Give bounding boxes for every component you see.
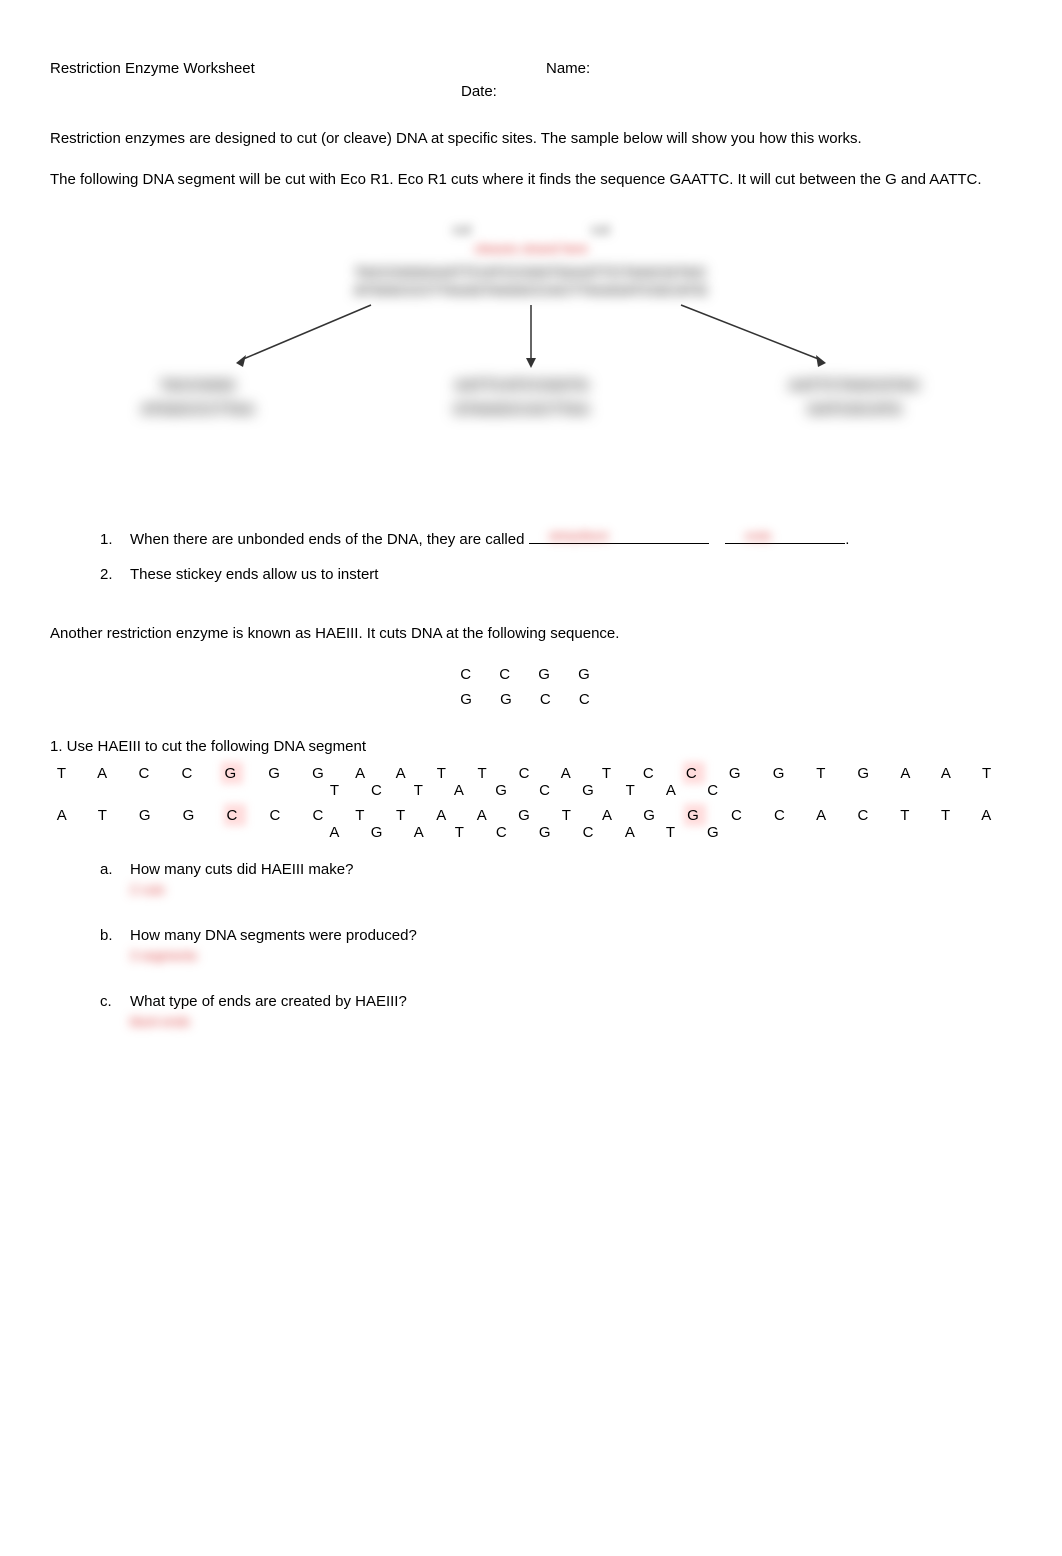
- q1-answer-1: sticky/blunt: [549, 529, 608, 543]
- q1-number: 1.: [100, 531, 130, 548]
- sub-a-answer: 2 cuts: [130, 882, 1012, 897]
- intro-para-2: The following DNA segment will be cut wi…: [50, 169, 1012, 192]
- ecor1-diagram: cut cut cleaves strand here TACCGGGAATTC…: [121, 221, 941, 501]
- dna-practice-bottom: A T G G C C C T T A A G T A G G C C A C …: [50, 807, 1012, 841]
- q1-blank-1[interactable]: sticky/blunt: [529, 543, 709, 544]
- fragment-3: AATTCTAGCGTAC GATCGCATG: [789, 374, 921, 422]
- q1-text: When there are unbonded ends of the DNA,…: [130, 531, 529, 548]
- haeiii-seq-bottom: G G C C: [50, 691, 1012, 708]
- question-2: 2. These stickey ends allow us to inster…: [100, 566, 1012, 583]
- date-label: Date:: [0, 83, 1012, 100]
- fragment-2: AATTCATCCGGTG GTAGGCCACTTAA: [454, 374, 590, 422]
- sub-question-c: c. What type of ends are created by HAEI…: [100, 993, 1012, 1029]
- worksheet-title: Restriction Enzyme Worksheet: [50, 60, 516, 77]
- q1-blank-2[interactable]: ends: [725, 543, 845, 544]
- sub-b-letter: b.: [100, 927, 130, 963]
- diagram-arrows: [121, 300, 941, 370]
- cut-label-2: cut: [591, 221, 610, 237]
- sub-a-text: How many cuts did HAEIII make?: [130, 861, 1012, 878]
- dna-practice-top: T A C C G G G A A T T C A T C C G G T G …: [50, 765, 1012, 799]
- sub-b-answer: 3 segments: [130, 948, 1012, 963]
- sub-c-letter: c.: [100, 993, 130, 1029]
- fragment-1: TACCGGG ATGGCCCTTAA: [141, 374, 255, 422]
- cut-label-1: cut: [452, 221, 471, 237]
- dna-strand-bottom: ATGGCCCTTAAGTAGGCCACTTAAGATCGCATG: [121, 282, 941, 298]
- sub-question-b: b. How many DNA segments were produced? …: [100, 927, 1012, 963]
- sub-a-letter: a.: [100, 861, 130, 897]
- sub-b-text: How many DNA segments were produced?: [130, 927, 1012, 944]
- sub-c-text: What type of ends are created by HAEIII?: [130, 993, 1012, 1010]
- question-1: 1. When there are unbonded ends of the D…: [100, 531, 1012, 548]
- cleave-label: cleaves strand here: [121, 241, 941, 256]
- q2-text: These stickey ends allow us to instert: [130, 566, 1012, 583]
- q1-answer-2: ends: [745, 529, 771, 543]
- dna-strand-top: TACCGGGAATTCATCCGGTGAATTCTAGCGTAC: [121, 264, 941, 280]
- section2-q1-label: 1. Use HAEIII to cut the following DNA s…: [50, 738, 1012, 755]
- name-label: Name:: [516, 60, 1012, 77]
- sub-c-answer: blunt ends: [130, 1014, 1012, 1029]
- sub-question-a: a. How many cuts did HAEIII make? 2 cuts: [100, 861, 1012, 897]
- section2-intro: Another restriction enzyme is known as H…: [50, 623, 1012, 646]
- haeiii-seq-top: C C G G: [50, 666, 1012, 683]
- intro-para-1: Restriction enzymes are designed to cut …: [50, 128, 1012, 151]
- q2-number: 2.: [100, 566, 130, 583]
